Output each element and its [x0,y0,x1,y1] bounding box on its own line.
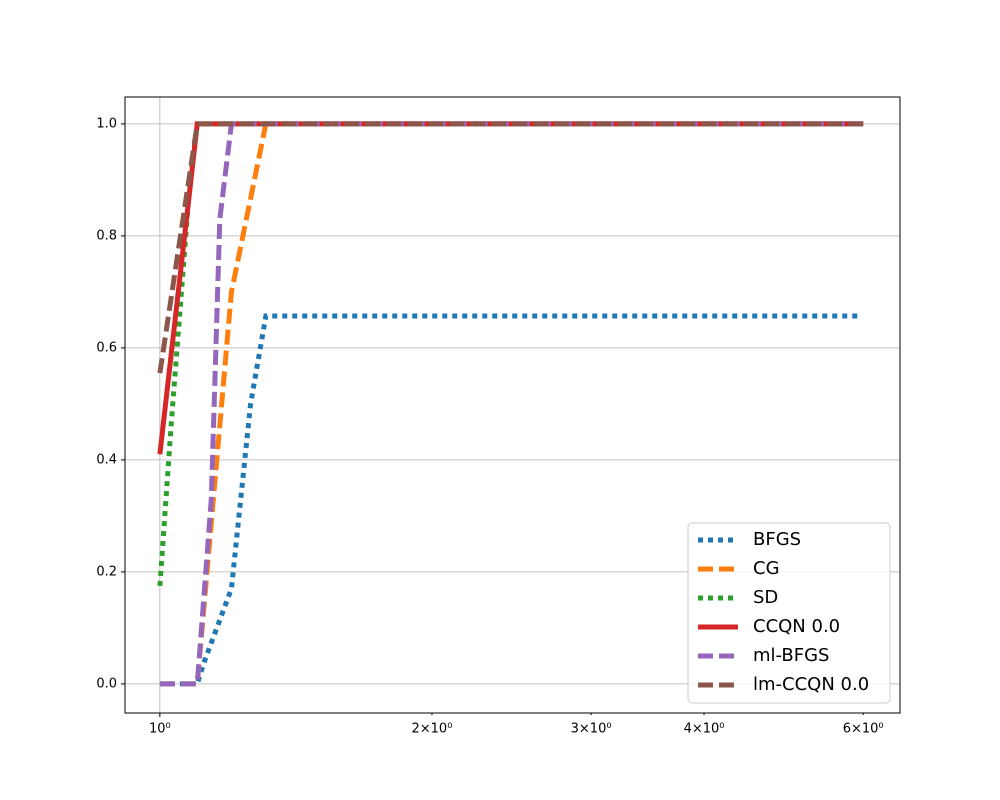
y-tick-label: 0.4 [96,452,117,467]
series-line [159,313,860,687]
x-tick-label: 6×10⁰ [843,722,884,737]
legend: BFGS CG SD CCQN 0.0 ml-BFGS lm-CCQN 0.0 [687,522,891,704]
x-tick-label: 3×10⁰ [571,722,612,737]
series-line [157,121,864,374]
x-tick-label: 4×10⁰ [684,722,725,737]
series-line [157,121,864,587]
legend-label: lm-CCQN 0.0 [753,674,869,695]
y-tick-label: 0.8 [96,228,117,243]
plot-frame [124,96,901,714]
x-tick-label: 2×10⁰ [411,722,452,737]
x-tick-label: 10⁰ [149,722,171,737]
y-tick-label: 0.0 [96,676,117,691]
legend-label: BFGS [753,529,801,550]
legend-label: ml-BFGS [753,645,829,666]
legend-label: SD [753,587,778,608]
legend-label: CG [753,558,780,579]
y-tick-label: 0.2 [96,564,117,579]
y-tick-label: 0.6 [96,340,117,355]
series-line [157,121,864,455]
legend-box [687,522,891,704]
y-tick-label: 1.0 [96,116,117,131]
legend-label: CCQN 0.0 [753,616,840,637]
